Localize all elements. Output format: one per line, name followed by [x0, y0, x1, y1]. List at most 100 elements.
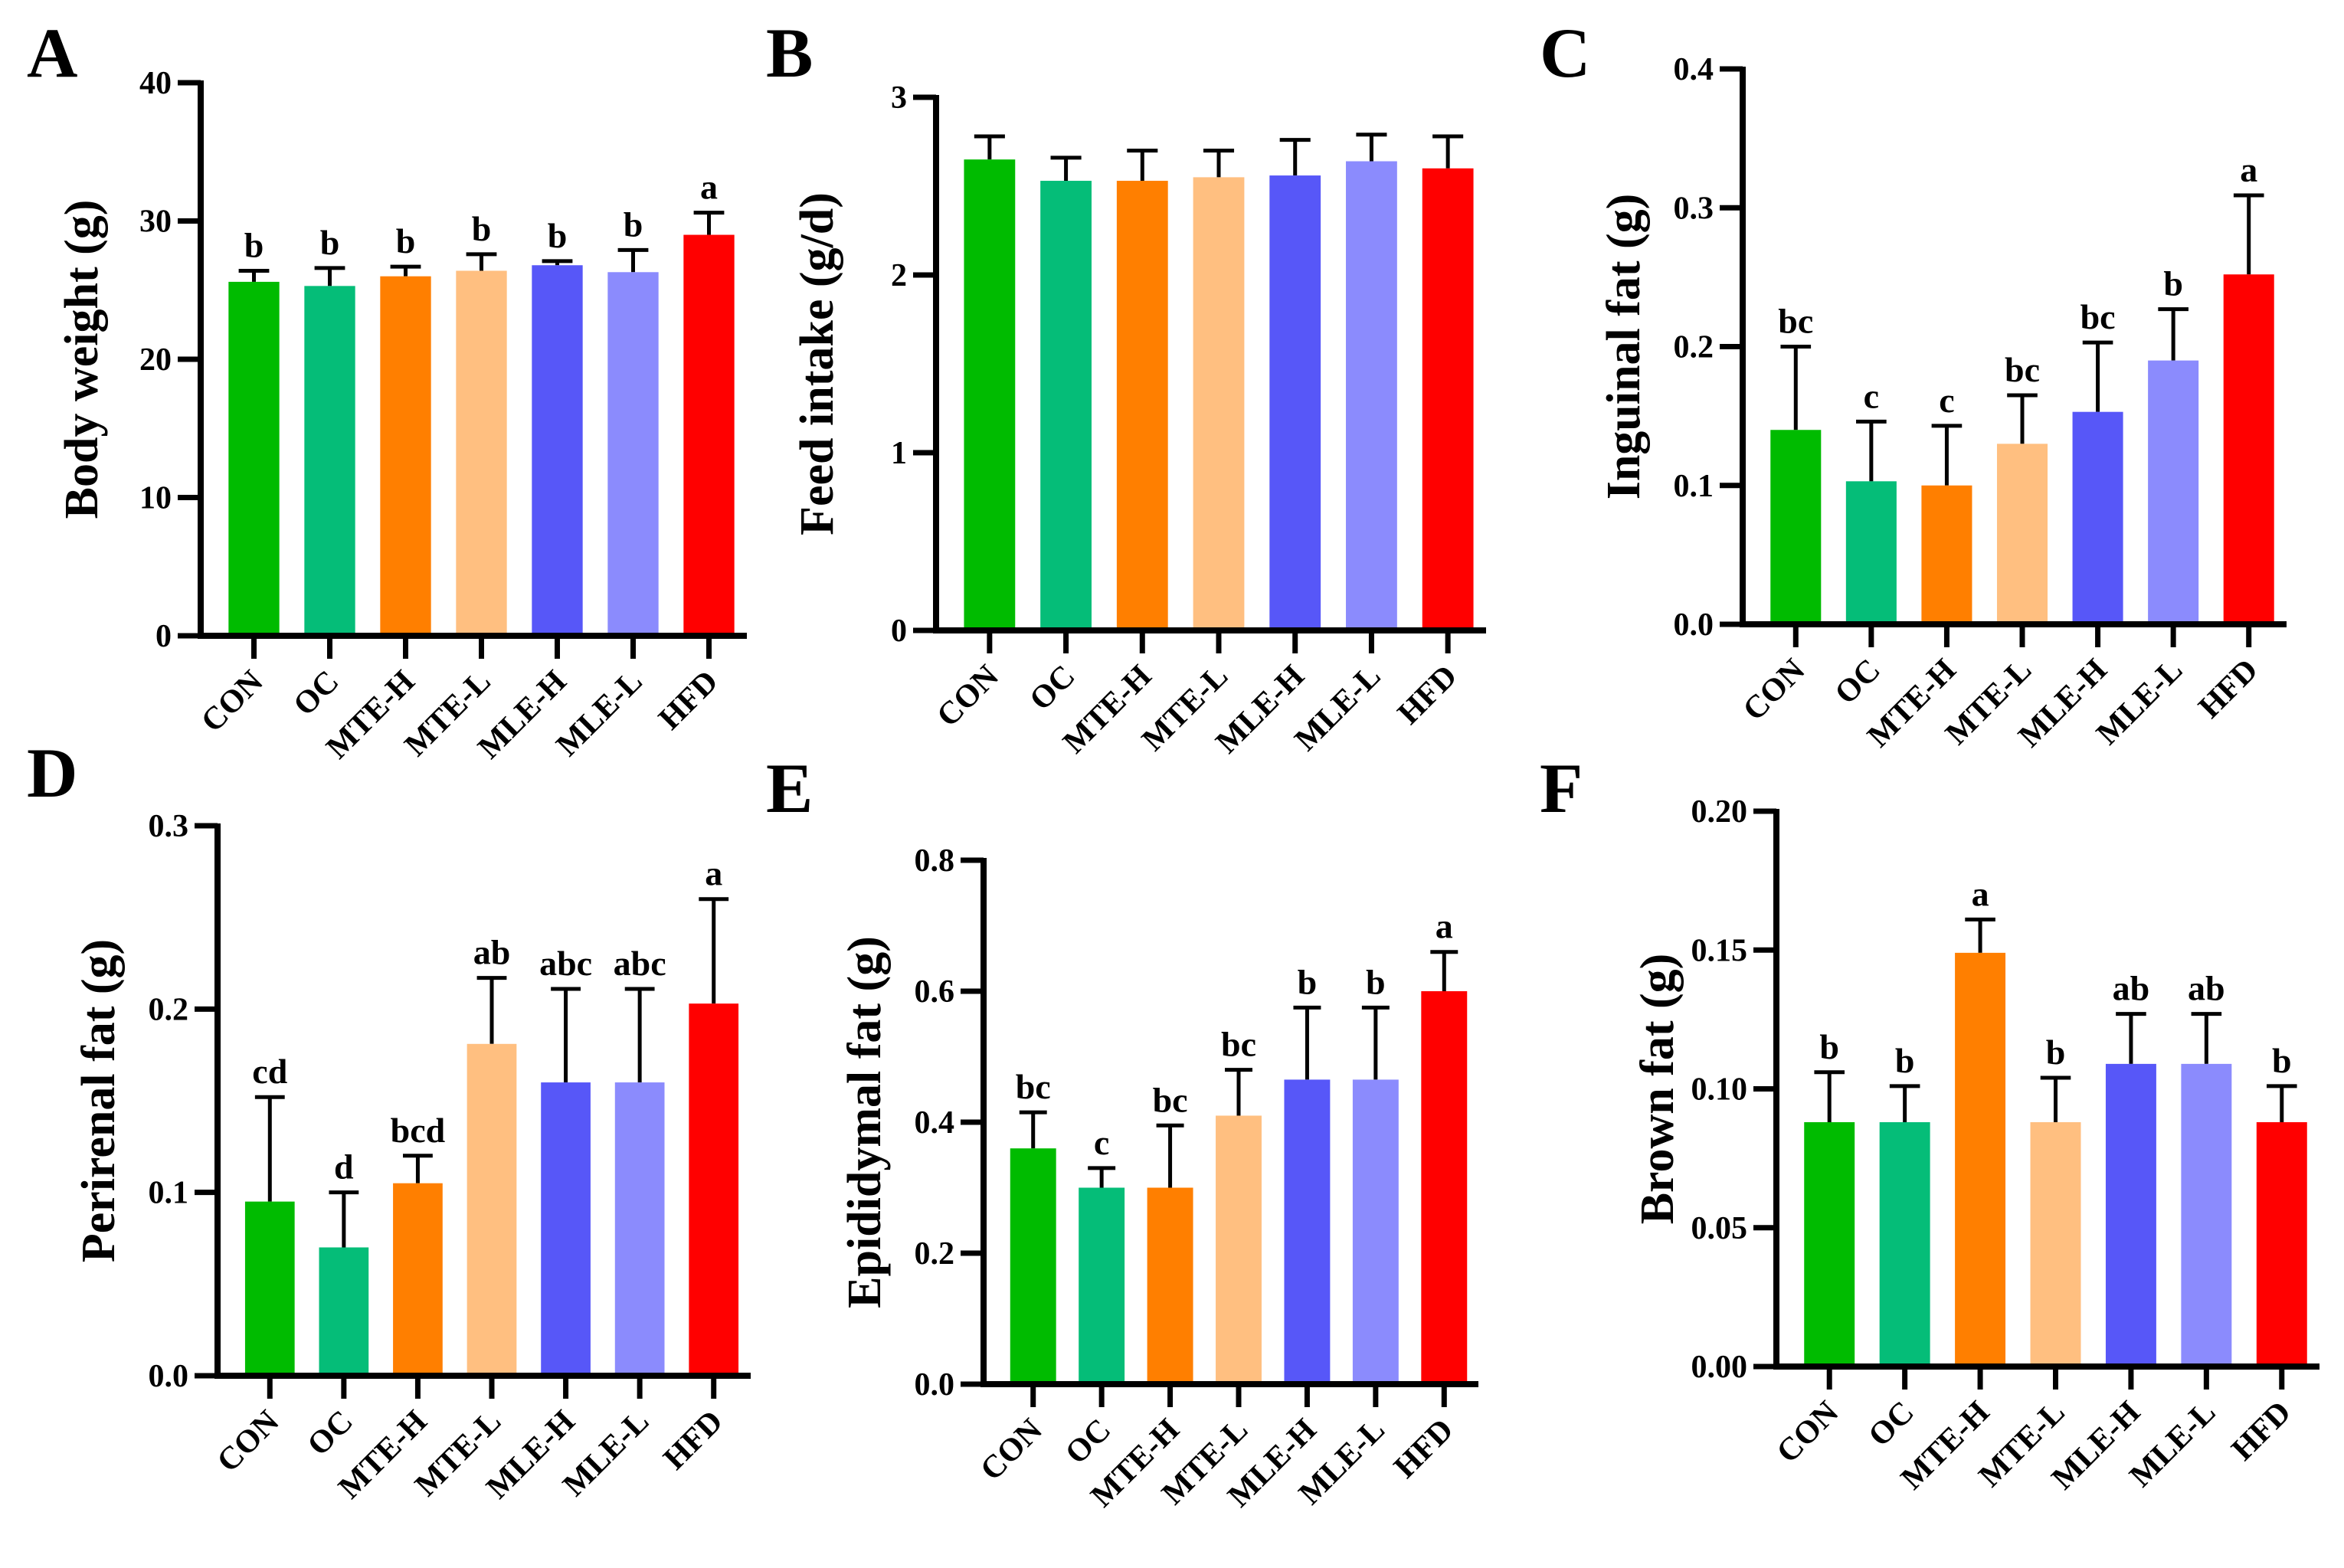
significance-letter: b — [624, 205, 643, 244]
bar-oc — [1879, 1122, 1930, 1363]
bar-con — [1804, 1122, 1855, 1363]
bar-hfd — [1422, 168, 1474, 628]
bar-mte-l — [467, 1043, 517, 1373]
significance-letter: c — [1094, 1123, 1109, 1162]
y-tick-label: 0 — [891, 614, 907, 649]
bar-mte-h — [1116, 181, 1168, 628]
significance-letter: c — [1864, 376, 1879, 415]
bar-hfd — [1421, 991, 1468, 1381]
y-tick-label: 2 — [891, 258, 907, 293]
bar-con — [228, 281, 280, 633]
x-tick-label: OC — [286, 664, 345, 723]
bar-mle-h — [1284, 1079, 1331, 1381]
y-tick-label: 0 — [156, 619, 172, 654]
x-tick-label: OC — [301, 1404, 360, 1463]
bar-hfd — [689, 1003, 739, 1373]
y-tick-label: 0.6 — [915, 974, 955, 1010]
y-tick-label: 40 — [139, 66, 172, 101]
x-tick-label: CON — [195, 664, 270, 740]
y-tick-label: 0.00 — [1691, 1350, 1748, 1385]
significance-letter: b — [2272, 1041, 2292, 1080]
panel-f: F 0.00 0.05 0.10 0.15 0.20 Brown fat (g) CON b OC… — [1540, 749, 2319, 1497]
bar-con — [1770, 430, 1822, 621]
significance-letter: bc — [2005, 350, 2040, 389]
significance-letter: ab — [473, 933, 511, 972]
panel-letter: D — [27, 734, 77, 812]
bar-mle-l — [2181, 1063, 2232, 1363]
significance-letter: b — [1298, 962, 1318, 1001]
x-tick-label: HFD — [657, 1404, 730, 1477]
panel-letter: C — [1540, 14, 1590, 92]
bar-mte-h — [393, 1183, 443, 1373]
bar-oc — [1079, 1187, 1125, 1381]
x-tick-label: MLE-L — [2123, 1395, 2223, 1494]
panel-letter: A — [27, 14, 77, 92]
bar-mle-h — [2105, 1063, 2156, 1363]
significance-letter: a — [1972, 874, 1989, 913]
bar-mle-l — [614, 1082, 665, 1373]
y-tick-label: 0.3 — [1674, 191, 1714, 226]
y-tick-label: 0.15 — [1691, 933, 1748, 968]
significance-letter: c — [1939, 381, 1954, 420]
bar-oc — [1040, 181, 1092, 628]
x-tick-label: OC — [1828, 653, 1887, 712]
significance-letter: b — [548, 216, 568, 255]
x-tick-label: HFD — [2225, 1395, 2298, 1468]
significance-letter: bc — [1778, 302, 1813, 341]
bar-mle-h — [1269, 175, 1321, 627]
y-tick-label: 0.3 — [149, 809, 189, 844]
x-tick-label: HFD — [1391, 659, 1464, 732]
significance-letter: b — [396, 221, 416, 260]
bar-con — [244, 1201, 295, 1373]
bar-mte-h — [1147, 1187, 1193, 1381]
significance-letter: bcd — [391, 1111, 446, 1150]
bar-mle-l — [1352, 1079, 1399, 1381]
y-tick-label: 20 — [139, 342, 172, 378]
bar-mle-h — [2072, 411, 2123, 621]
bar-oc — [1845, 481, 1897, 621]
significance-letter: cd — [252, 1052, 287, 1091]
significance-letter: b — [1366, 962, 1386, 1001]
y-axis-title: Inguinal fat (g) — [1598, 194, 1650, 500]
y-tick-label: 0.2 — [1674, 330, 1714, 365]
bar-mle-h — [532, 265, 583, 633]
bar-hfd — [2256, 1122, 2307, 1363]
significance-letter: a — [2240, 150, 2257, 189]
y-axis-title: Epididymal fat (g) — [839, 936, 891, 1308]
significance-letter: ab — [2113, 969, 2150, 1008]
y-axis-title: Brown fat (g) — [1632, 954, 1684, 1225]
significance-letter: abc — [614, 944, 666, 983]
x-tick-label: CON — [211, 1404, 286, 1480]
x-tick-label: CON — [1770, 1395, 1846, 1471]
significance-letter: b — [320, 223, 340, 262]
x-tick-label: OC — [1023, 659, 1082, 718]
significance-letter: a — [700, 168, 718, 207]
x-tick-label: OC — [1862, 1395, 1921, 1454]
bar-mte-h — [1921, 485, 1972, 621]
y-tick-label: 0.4 — [915, 1105, 955, 1141]
x-tick-label: CON — [930, 659, 1006, 735]
y-tick-label: 30 — [139, 205, 172, 240]
bar-mte-h — [1955, 952, 2006, 1363]
significance-letter: b — [2046, 1033, 2066, 1072]
significance-letter: b — [2163, 264, 2183, 303]
y-tick-label: 0.4 — [1674, 52, 1714, 87]
bar-oc — [319, 1247, 369, 1373]
panel-letter: B — [766, 14, 813, 92]
panel-letter: E — [766, 749, 813, 827]
y-tick-label: 0.1 — [1674, 469, 1714, 504]
significance-letter: b — [1819, 1027, 1839, 1066]
significance-letter: a — [1436, 907, 1453, 946]
y-tick-label: 0.1 — [149, 1176, 189, 1211]
y-axis-title: Perirenal fat (g) — [73, 939, 125, 1262]
y-tick-label: 0.0 — [149, 1359, 189, 1394]
significance-letter: a — [705, 854, 722, 893]
bar-mle-l — [2148, 360, 2199, 621]
x-tick-label: HFD — [652, 664, 725, 737]
significance-letter: b — [244, 225, 264, 264]
significance-letter: ab — [2188, 969, 2225, 1008]
panel-letter: F — [1540, 749, 1583, 827]
